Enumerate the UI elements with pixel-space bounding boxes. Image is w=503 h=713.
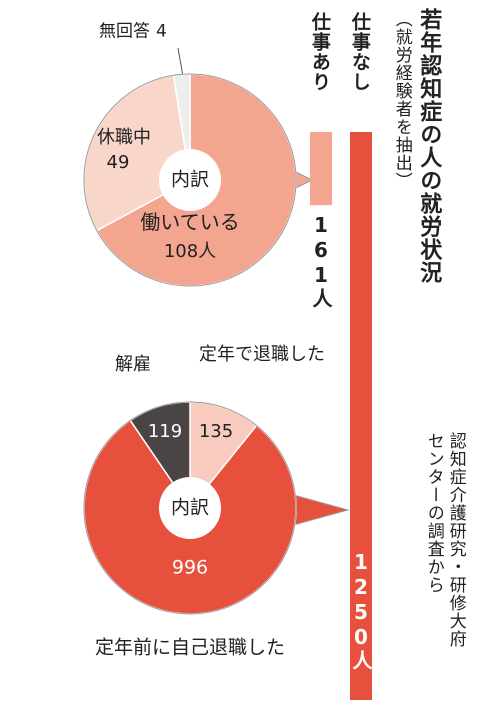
pointer [289, 493, 350, 527]
slice-category-label: 定年で退職した [199, 344, 325, 366]
pie-center-label: 内訳 [170, 496, 210, 519]
source: 認知症介護研究・研修大府 [445, 432, 466, 648]
slice-category-label: 無回答 [99, 21, 150, 42]
bar-category-label: 仕事あり [308, 12, 331, 92]
slice-value-label: 108人 [163, 241, 217, 263]
slice-category-label: 休職中 [97, 127, 151, 149]
slice-value-label: 119 [147, 421, 183, 443]
pie-outline [83, 73, 297, 287]
bar-value-label: 161人 [309, 213, 333, 310]
pie-hole [159, 149, 221, 211]
slice-category-label: 解雇 [115, 354, 151, 376]
subtitle: （就労経験者を抽出） [391, 10, 412, 190]
slice-value-label: 4 [156, 21, 167, 42]
bar-value-label: 1250人 [349, 550, 373, 671]
bar-category-label: 仕事なし [348, 12, 371, 92]
slice-value-label: 996 [171, 556, 209, 579]
pie-outline [83, 401, 297, 615]
bar [310, 132, 332, 206]
title: 若年認知症の人の就労状況 [416, 8, 442, 284]
source: センターの調査から [423, 432, 444, 594]
pie-hole [159, 477, 221, 539]
pie-center-label: 内訳 [170, 168, 210, 191]
slice-category-label: 定年前に自己退職した [94, 636, 286, 659]
slice-value-label: 49 [106, 152, 130, 174]
slice-value-label: 135 [198, 421, 234, 443]
slice-category-label: 働いている [140, 210, 240, 234]
bar [350, 132, 372, 700]
